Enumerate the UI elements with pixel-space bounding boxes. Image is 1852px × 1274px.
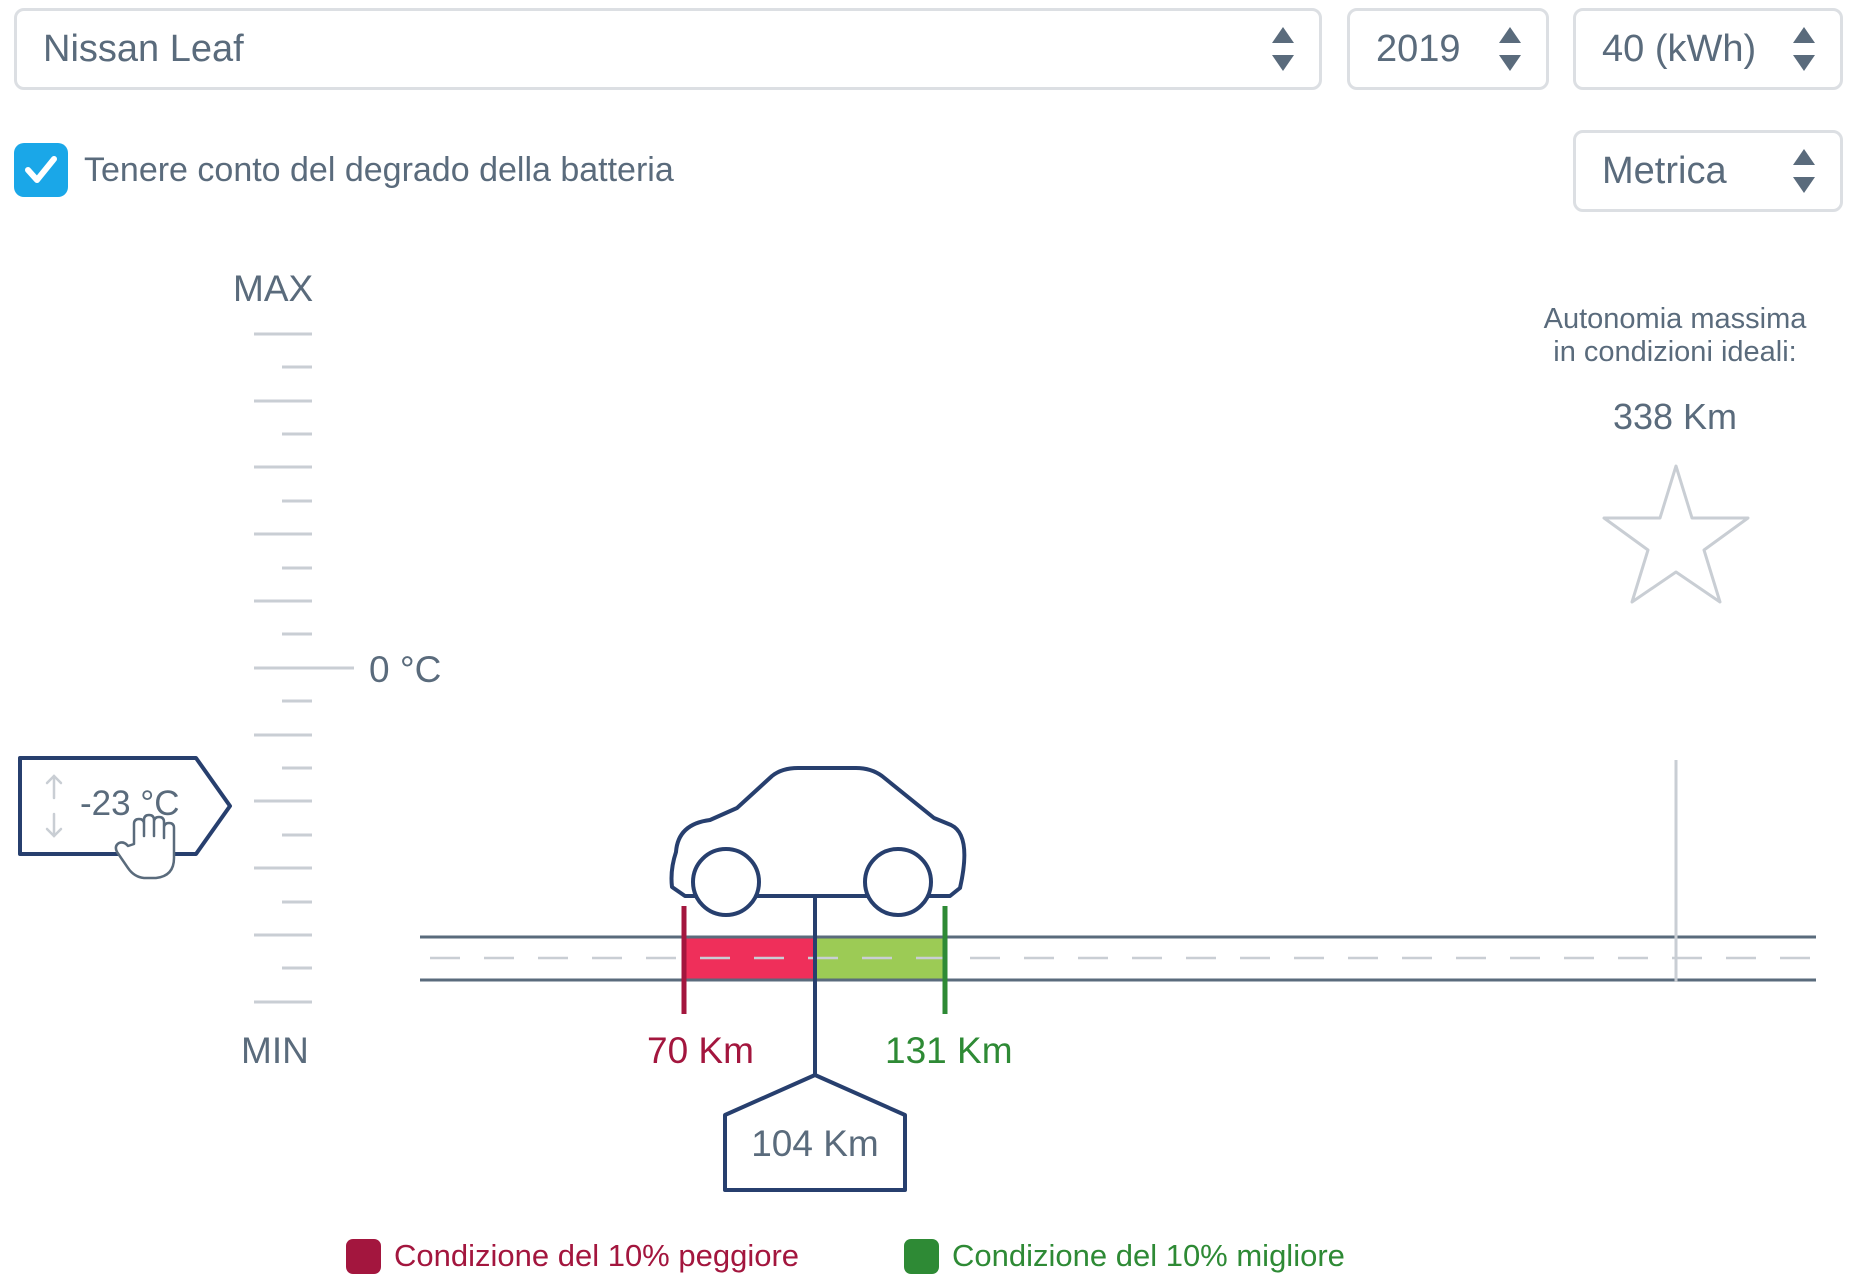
- range-track: [420, 760, 1816, 1192]
- scale-zero-label: 0 °C: [369, 649, 442, 690]
- legend-better-label: Condizione del 10% migliore: [952, 1238, 1345, 1273]
- legend-better-swatch: [904, 1238, 939, 1274]
- year-select-value: 2019: [1376, 27, 1461, 70]
- legend-better: Condizione del 10% migliore: [904, 1238, 1345, 1274]
- scale-min-label: MIN: [241, 1030, 309, 1071]
- updown-arrows-icon: [1793, 27, 1815, 71]
- updown-arrows-icon: [1499, 27, 1521, 71]
- battery-select-value: 40 (kWh): [1602, 27, 1757, 70]
- hand-pointer-icon: [114, 813, 176, 880]
- typical-range-box: [723, 1073, 907, 1192]
- degradation-checkbox[interactable]: [14, 143, 68, 197]
- updown-thin-arrows-icon: [45, 774, 63, 838]
- updown-arrows-icon: [1272, 27, 1294, 71]
- temperature-handle[interactable]: [16, 752, 236, 886]
- worse-range-value: 70 Km: [647, 1030, 754, 1071]
- car-icon: [669, 766, 967, 917]
- max-range-value: 338 Km: [1612, 396, 1738, 437]
- max-range-caption: Autonomia massima in condizioni ideali:: [1500, 303, 1850, 369]
- max-range-caption-line1: Autonomia massima: [1543, 303, 1807, 335]
- year-select[interactable]: 2019: [1347, 8, 1549, 90]
- check-icon: [25, 156, 57, 183]
- temperature-current-value: -23 °C: [80, 784, 180, 823]
- temperature-scale[interactable]: [250, 320, 360, 1010]
- degradation-label: Tenere conto del degrado della batteria: [84, 150, 674, 189]
- typical-range-value: 104 Km: [751, 1123, 879, 1164]
- model-select-value: Nissan Leaf: [43, 27, 244, 70]
- battery-select[interactable]: 40 (kWh): [1573, 8, 1843, 90]
- legend-worse: Condizione del 10% peggiore: [346, 1238, 799, 1274]
- units-select[interactable]: Metrica: [1573, 130, 1843, 212]
- scale-max-label: MAX: [233, 268, 314, 309]
- max-range-caption-line2: in condizioni ideali:: [1553, 336, 1797, 368]
- degradation-toggle[interactable]: Tenere conto del degrado della batteria: [14, 142, 674, 198]
- units-select-value: Metrica: [1602, 149, 1727, 192]
- star-icon: [1602, 464, 1750, 604]
- legend-worse-swatch: [346, 1238, 381, 1274]
- updown-arrows-icon: [1793, 149, 1815, 193]
- model-select[interactable]: Nissan Leaf: [14, 8, 1322, 90]
- better-range-value: 131 Km: [885, 1030, 1013, 1071]
- legend-worse-label: Condizione del 10% peggiore: [394, 1238, 800, 1273]
